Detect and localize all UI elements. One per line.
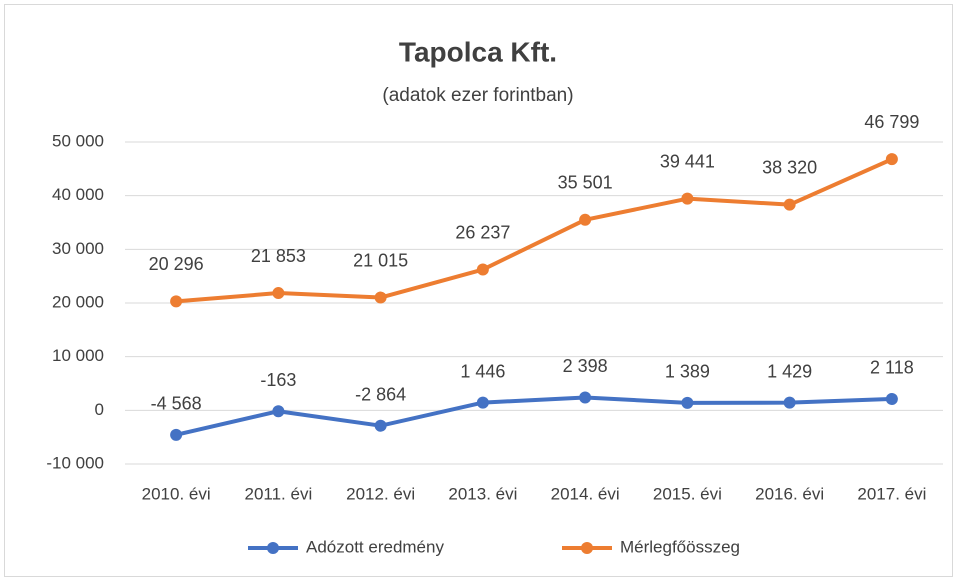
- data-label: 21 853: [251, 246, 306, 266]
- y-tick-label: -10 000: [46, 453, 104, 472]
- x-tick-label: 2017. évi: [857, 484, 926, 503]
- x-tick-label: 2010. évi: [142, 484, 211, 503]
- legend-marker: [267, 542, 279, 554]
- marker: [579, 391, 592, 404]
- marker: [783, 396, 796, 409]
- y-tick-label: 0: [95, 400, 104, 419]
- data-label: 1 429: [767, 361, 812, 381]
- data-label: 46 799: [864, 112, 919, 132]
- x-tick-label: 2016. évi: [755, 484, 824, 503]
- series-line: [175, 157, 893, 304]
- data-label: 38 320: [762, 157, 817, 177]
- data-label: 21 015: [353, 250, 408, 270]
- legend-label: Adózott eredmény: [306, 537, 444, 556]
- data-label: 1 446: [460, 361, 505, 381]
- y-tick-label: 30 000: [52, 239, 104, 258]
- y-tick-label: 50 000: [52, 131, 104, 150]
- x-tick-label: 2013. évi: [448, 484, 517, 503]
- marker: [374, 419, 387, 432]
- data-label: 35 501: [558, 173, 613, 193]
- data-label: -2 864: [355, 384, 406, 404]
- legend-label: Mérlegfőösszeg: [620, 537, 740, 556]
- marker: [170, 295, 183, 308]
- marker: [783, 198, 796, 211]
- data-label: 1 389: [665, 362, 710, 382]
- chart-subtitle: (adatok ezer forintban): [382, 85, 573, 106]
- y-tick-label: 20 000: [52, 292, 104, 311]
- marker: [681, 192, 694, 205]
- data-label: -163: [260, 370, 296, 390]
- marker: [272, 287, 285, 300]
- series-line: [175, 395, 892, 437]
- legend-marker: [581, 542, 593, 554]
- chart-title: Tapolca Kft.: [399, 36, 557, 67]
- marker: [374, 291, 387, 304]
- x-tick-label: 2012. évi: [346, 484, 415, 503]
- data-label: -4 568: [151, 394, 202, 414]
- x-tick-label: 2015. évi: [653, 484, 722, 503]
- data-label: 20 296: [149, 254, 204, 274]
- marker: [579, 213, 592, 226]
- marker: [476, 396, 489, 409]
- x-tick-label: 2011. évi: [245, 484, 313, 503]
- data-label: 2 118: [870, 358, 914, 378]
- y-tick-label: 40 000: [52, 185, 104, 204]
- marker: [476, 263, 489, 276]
- data-label: 2 398: [563, 356, 608, 376]
- y-tick-label: 10 000: [52, 346, 104, 365]
- marker: [681, 396, 694, 409]
- marker: [885, 392, 898, 405]
- marker: [170, 428, 183, 441]
- marker: [272, 405, 285, 418]
- x-tick-label: 2014. évi: [551, 484, 620, 503]
- chart-border: [4, 4, 953, 577]
- data-label: 26 237: [455, 222, 510, 242]
- marker: [885, 153, 898, 166]
- data-label: 39 441: [660, 151, 715, 171]
